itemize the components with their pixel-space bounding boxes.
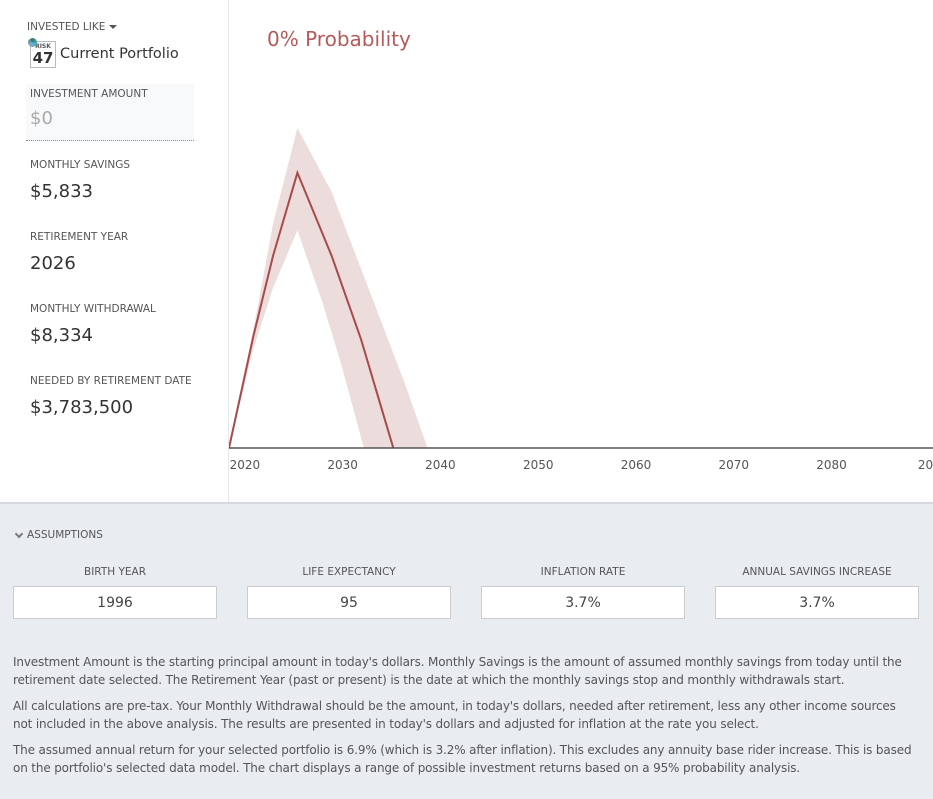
monthly-withdrawal-value[interactable]: $8,334	[30, 325, 93, 346]
assumptions-panel: ASSUMPTIONS BIRTH YEAR LIFE EXPECTANCY I…	[0, 502, 933, 799]
life-expectancy-group: LIFE EXPECTANCY	[247, 566, 451, 619]
monthly-withdrawal-field[interactable]: MONTHLY WITHDRAWAL $8,334	[30, 303, 194, 346]
risk-score-icon: RISK 47	[28, 37, 56, 68]
assumptions-toggle-label: ASSUMPTIONS	[27, 529, 103, 541]
portfolio-selector[interactable]: RISK 47 Current Portfolio	[28, 37, 179, 68]
note-paragraph: The assumed annual return for your selec…	[13, 743, 912, 775]
annual-savings-increase-label: ANNUAL SAVINGS INCREASE	[742, 566, 892, 578]
risk-badge-label: RISK	[35, 42, 51, 50]
monthly-withdrawal-label: MONTHLY WITHDRAWAL	[30, 303, 156, 315]
portfolio-name: Current Portfolio	[60, 46, 179, 62]
projection-panel: INVESTED LIKE RISK 47 Current Portfolio …	[0, 0, 933, 502]
confidence-band	[229, 128, 428, 448]
birth-year-input[interactable]	[13, 586, 217, 619]
x-tick-label: 2060	[621, 458, 652, 472]
x-tick-label: 209	[918, 458, 933, 472]
life-expectancy-input[interactable]	[247, 586, 451, 619]
risk-score-value: 47	[32, 48, 54, 67]
retirement-year-label: RETIREMENT YEAR	[30, 231, 129, 243]
retirement-year-value[interactable]: 2026	[30, 253, 76, 274]
sidebar: INVESTED LIKE RISK 47 Current Portfolio …	[0, 0, 229, 502]
caret-down-icon	[109, 25, 118, 29]
annual-savings-increase-input[interactable]	[715, 586, 919, 619]
needed-by-retirement-value: $3,783,500	[30, 397, 134, 418]
probability-title: 0% Probability	[267, 27, 411, 51]
investment-amount-value[interactable]: $0	[30, 108, 53, 129]
inflation-rate-group: INFLATION RATE	[481, 566, 685, 619]
invested-like-dropdown[interactable]: INVESTED LIKE	[27, 21, 118, 33]
retirement-year-field[interactable]: RETIREMENT YEAR 2026	[30, 231, 194, 274]
x-tick-label: 2030	[327, 458, 358, 472]
risk-dot-icon	[28, 37, 37, 47]
x-tick-label: 2050	[523, 458, 554, 472]
inflation-rate-input[interactable]	[481, 586, 685, 619]
chevron-down-icon	[14, 529, 24, 538]
birth-year-label: BIRTH YEAR	[83, 566, 146, 578]
note-paragraph: All calculations are pre-tax. Your Month…	[13, 699, 896, 731]
monthly-savings-value[interactable]: $5,833	[30, 181, 93, 202]
expected-value-line	[229, 169, 395, 449]
investment-amount-field[interactable]: INVESTMENT AMOUNT $0	[26, 84, 194, 141]
x-axis-ticks: 2020 2030 2040 2050 2060 2070 2080 209	[230, 458, 933, 472]
monthly-savings-label: MONTHLY SAVINGS	[30, 159, 131, 171]
inflation-rate-label: INFLATION RATE	[540, 566, 626, 578]
x-tick-label: 2020	[230, 458, 261, 472]
x-tick-label: 2040	[425, 458, 456, 472]
life-expectancy-label: LIFE EXPECTANCY	[302, 566, 396, 578]
note-paragraph: Investment Amount is the starting princi…	[13, 655, 902, 687]
birth-year-group: BIRTH YEAR	[13, 566, 217, 619]
disclosure-notes: Investment Amount is the starting princi…	[13, 654, 918, 786]
investment-amount-label: INVESTMENT AMOUNT	[30, 88, 148, 100]
monthly-savings-field[interactable]: MONTHLY SAVINGS $5,833	[30, 159, 194, 202]
invested-like-label: INVESTED LIKE	[27, 21, 106, 33]
needed-by-retirement-label: NEEDED BY RETIREMENT DATE	[30, 375, 192, 387]
x-tick-label: 2080	[816, 458, 847, 472]
needed-by-retirement-field: NEEDED BY RETIREMENT DATE $3,783,500	[30, 375, 194, 418]
annual-savings-increase-group: ANNUAL SAVINGS INCREASE	[715, 566, 919, 619]
assumptions-toggle[interactable]: ASSUMPTIONS	[14, 529, 103, 541]
projection-chart: 2020 2030 2040 2050 2060 2070 2080 209	[229, 128, 933, 472]
x-tick-label: 2070	[719, 458, 750, 472]
